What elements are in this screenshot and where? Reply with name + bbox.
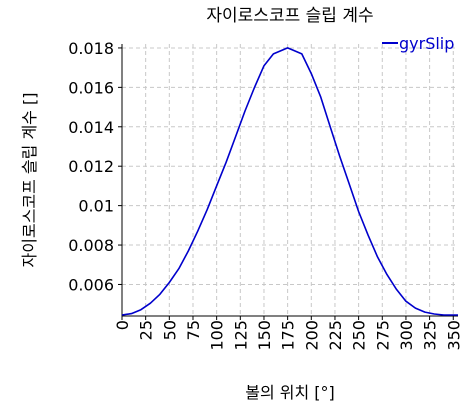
x-tick-label: 225 [326, 320, 345, 351]
grid-lines [122, 44, 458, 316]
legend-label: gyrSlip [399, 34, 454, 53]
x-tick-label: 25 [137, 320, 156, 340]
y-tick-label: 0.008 [68, 236, 114, 255]
axes [121, 44, 458, 317]
x-tick-label: 175 [279, 320, 298, 351]
x-tick-label: 100 [208, 320, 227, 351]
y-tick-label: 0.012 [68, 157, 114, 176]
x-tick-label: 350 [444, 320, 463, 351]
tick-labels: 0.006 0.008 0.01 0.012 0.014 0.016 0.018 0 25 50 7… [68, 39, 463, 351]
series-lines [121, 47, 458, 316]
chart-title: 자이로스코프 슬립 계수 [206, 6, 373, 26]
x-tick-label: 0 [113, 320, 132, 330]
y-tick-label: 0.006 [68, 275, 114, 294]
y-axis-label: 자이로스코프 슬립 계수 [] [20, 93, 39, 268]
x-tick-label: 150 [255, 320, 274, 351]
legend: gyrSlip [382, 34, 454, 53]
x-axis-label: 볼의 위치 [°] [245, 383, 335, 402]
series-line-gyrSlip [121, 47, 458, 316]
y-tick-label: 0.014 [68, 118, 114, 137]
x-tick-label: 325 [421, 320, 440, 351]
x-tick-label: 75 [184, 320, 203, 340]
y-tick-label: 0.018 [68, 39, 114, 58]
x-tick-label: 50 [160, 320, 179, 340]
x-tick-label: 250 [350, 320, 369, 351]
x-tick-label: 275 [373, 320, 392, 351]
y-tick-label: 0.016 [68, 78, 114, 97]
y-tick-label: 0.01 [78, 197, 114, 216]
x-tick-label: 200 [302, 320, 321, 351]
x-tick-label: 300 [397, 320, 416, 351]
x-tick-label: 125 [231, 320, 250, 351]
